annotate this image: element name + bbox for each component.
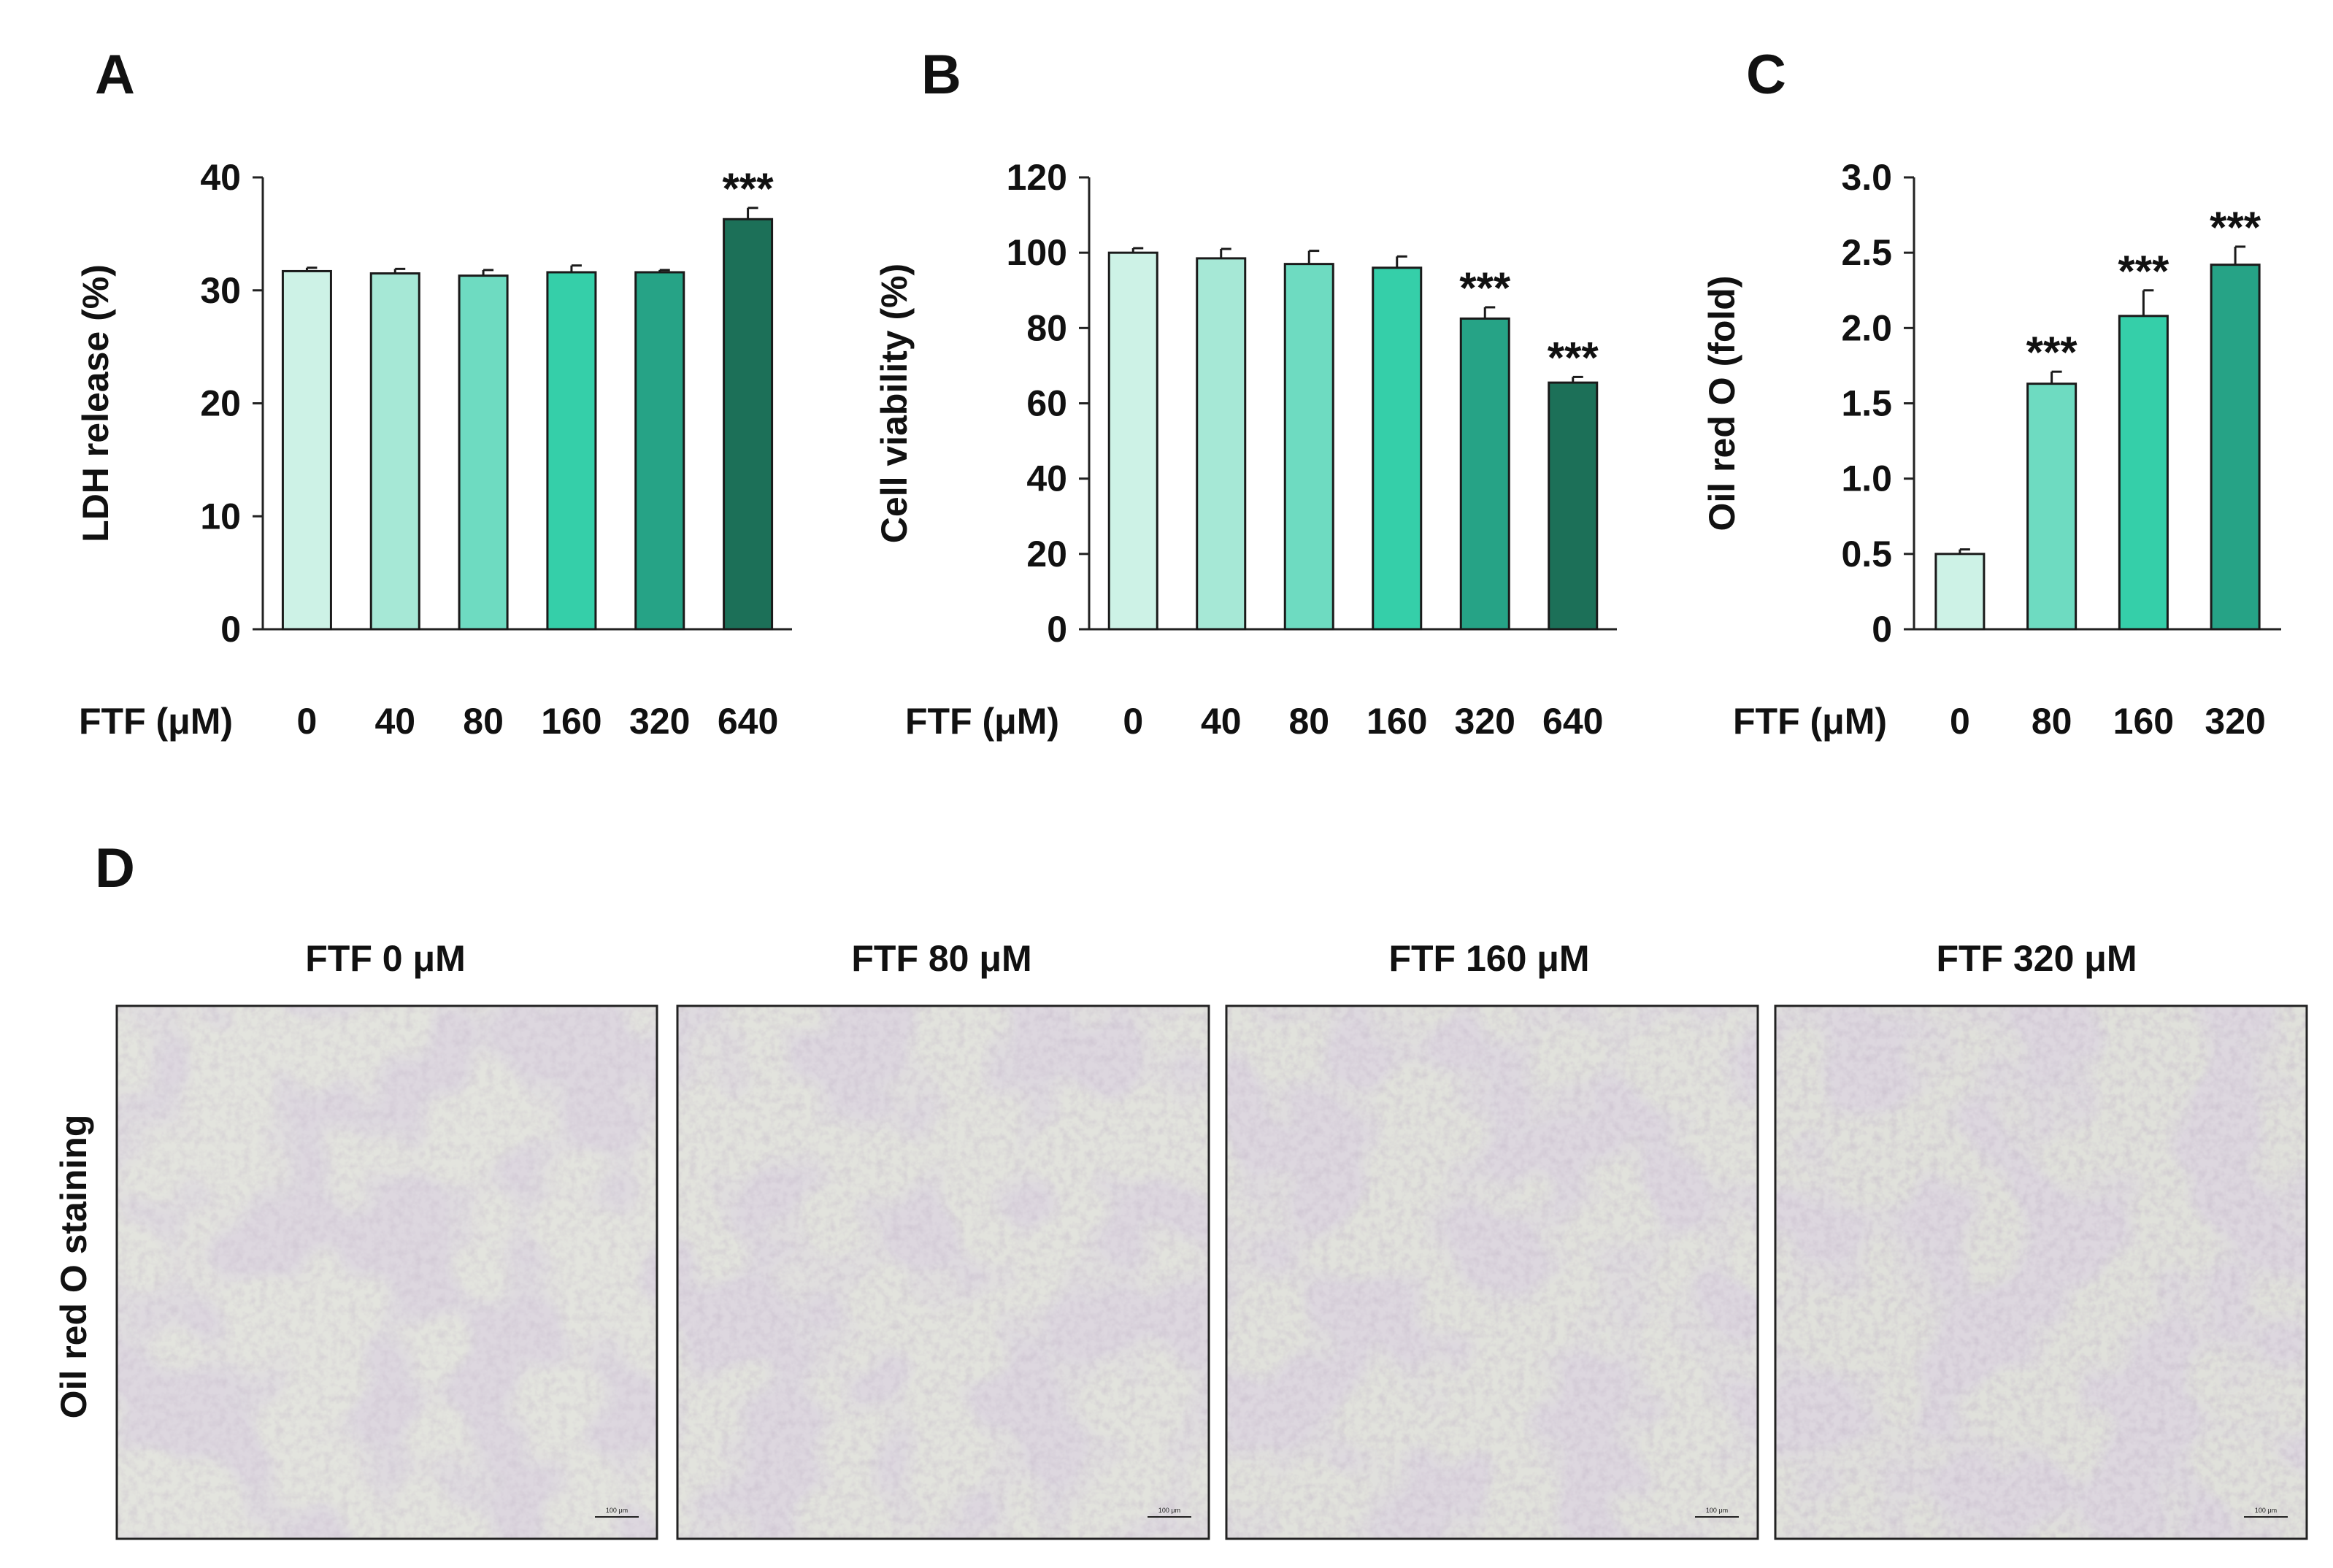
bar (458, 274, 509, 631)
scale-bar-label: 100 μm (606, 1507, 628, 1514)
y-tick-label: 30 (200, 270, 241, 311)
y-tick-label: 40 (200, 157, 241, 198)
y-tick-label: 40 (1026, 458, 1067, 499)
y-tick-label: 10 (200, 496, 241, 537)
significance-marker: *** (1459, 264, 1511, 312)
micrograph-row-label: Oil red O staining (53, 1115, 94, 1419)
bar (1196, 257, 1247, 631)
y-tick-label: 20 (1026, 534, 1067, 574)
x-category-label: 40 (374, 701, 415, 742)
bar (1459, 317, 1510, 631)
panel-letter-a: A (95, 44, 135, 106)
x-axis-header: FTF (μM) (905, 701, 1059, 742)
scale-bar-label: 100 μm (1706, 1507, 1728, 1514)
y-tick-label: 2.0 (1841, 307, 1892, 348)
bar (2118, 315, 2169, 631)
micrograph-ftf-0: 100 μm (115, 1004, 658, 1540)
y-tick-label: 0 (1047, 609, 1067, 650)
x-category-label: 80 (463, 701, 504, 742)
significance-marker: *** (2026, 328, 2078, 377)
bar (2210, 264, 2261, 631)
bar (281, 269, 332, 631)
x-axis-header: FTF (μM) (1733, 701, 1887, 742)
significance-marker: *** (1548, 333, 1599, 382)
y-tick-label: 20 (200, 383, 241, 424)
y-tick-label: 1.5 (1841, 383, 1892, 424)
micrograph-ftf-80: 100 μm (676, 1004, 1210, 1540)
x-category-label: 320 (1455, 701, 1515, 742)
micrograph-title-0: FTF 0 μM (305, 938, 465, 979)
micrograph-panel: Oil red O staining FTF 0 μM FTF 80 μM FT… (53, 938, 2308, 1540)
x-category-label: 0 (297, 701, 318, 742)
scale-bar-label: 100 μm (1158, 1507, 1180, 1514)
x-category-label: 640 (718, 701, 778, 742)
y-tick-label: 2.5 (1841, 232, 1892, 273)
x-category-label: 40 (1201, 701, 1242, 742)
bar (1934, 553, 1986, 631)
x-category-label: 640 (1542, 701, 1603, 742)
x-category-label: 0 (1950, 701, 1970, 742)
bar (1548, 381, 1599, 631)
y-tick-label: 120 (1007, 157, 1067, 198)
significance-marker: *** (2210, 203, 2261, 252)
x-category-label: 80 (2032, 701, 2072, 742)
y-tick-label: 100 (1007, 232, 1067, 273)
y-tick-label: 1.0 (1841, 458, 1892, 499)
x-category-label: 320 (2205, 701, 2265, 742)
micrograph-title-160: FTF 160 μM (1388, 938, 1589, 979)
scale-bar-label: 100 μm (2255, 1507, 2277, 1514)
micrograph-ftf-160: 100 μm (1225, 1004, 1759, 1540)
x-category-label: 320 (629, 701, 690, 742)
bar (1107, 251, 1158, 631)
bar (723, 218, 774, 631)
bar (2026, 383, 2078, 631)
y-tick-label: 0 (220, 609, 241, 650)
x-category-label: 80 (1288, 701, 1329, 742)
panel-letter-d: D (95, 837, 135, 899)
micrograph-ftf-320: 100 μm (1774, 1004, 2308, 1540)
panel-letter-c: C (1746, 44, 1786, 106)
micrograph-title-320: FTF 320 μM (1936, 938, 2137, 979)
x-axis-header: FTF (μM) (79, 701, 233, 742)
chart-ldh-release: LDH release (%) 0 10 20 30 40 FTF (μM) 0 40 80 160… (75, 157, 792, 742)
y-axis-label: Cell viability (%) (874, 264, 915, 543)
chart-cell-viability: Cell viability (%) 0 20 40 60 80 100 120 FTF (μM… (874, 157, 1617, 742)
y-tick-label: 60 (1026, 383, 1067, 424)
x-category-label: 160 (2113, 701, 2174, 742)
significance-marker: *** (723, 164, 775, 213)
y-axis-label: LDH release (%) (75, 264, 116, 542)
y-tick-label: 0.5 (1841, 534, 1892, 574)
y-tick-label: 3.0 (1841, 157, 1892, 198)
chart-oil-red-o: Oil red O (fold) 0 0.5 1.0 1.5 2.0 2.5 3.0 FTF (… (1702, 157, 2281, 742)
y-tick-label: 0 (1872, 609, 1892, 650)
y-tick-label: 80 (1026, 307, 1067, 348)
x-category-label: 0 (1123, 701, 1143, 742)
bar (546, 271, 597, 631)
panel-letter-b: B (921, 44, 961, 106)
y-axis-label: Oil red O (fold) (1702, 276, 1742, 531)
micrograph-title-80: FTF 80 μM (851, 938, 1031, 979)
x-category-label: 160 (541, 701, 601, 742)
bar (1372, 266, 1423, 631)
significance-marker: *** (2118, 247, 2169, 296)
bar (1283, 263, 1334, 631)
x-category-label: 160 (1367, 701, 1427, 742)
bar (634, 271, 685, 631)
bar (369, 272, 420, 631)
